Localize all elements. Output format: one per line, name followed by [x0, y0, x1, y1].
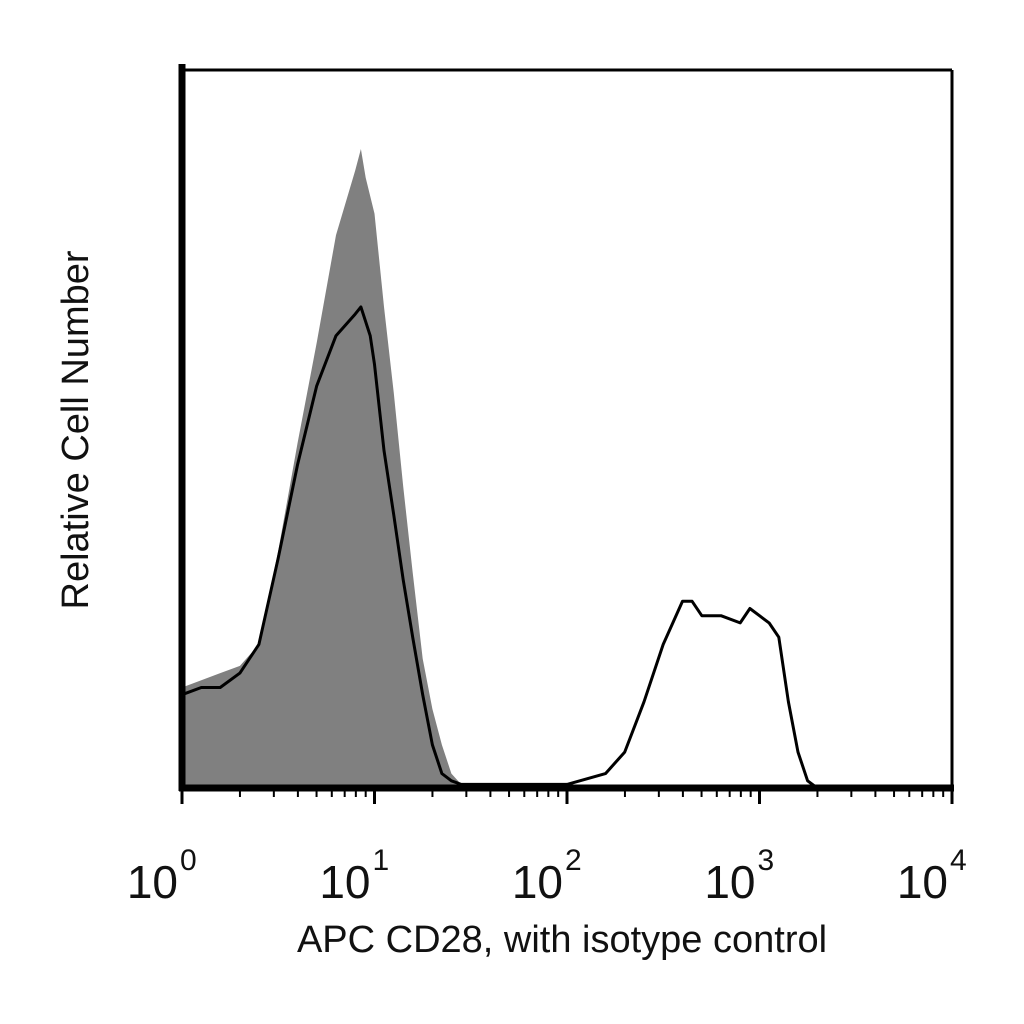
x-tick-label-base: 10	[127, 856, 178, 908]
x-tick-label: 10 0	[127, 844, 197, 908]
series-filled-area	[182, 149, 952, 788]
x-tick-label: 10 2	[512, 844, 582, 908]
series-layer	[181, 149, 952, 790]
x-tick-label-base: 10	[704, 856, 755, 908]
y-axis-label: Relative Cell Number	[55, 250, 97, 609]
x-axis-label: APC CD28, with isotype control	[297, 919, 827, 961]
x-tick-label-exponent: 0	[180, 844, 197, 877]
x-tick-label-exponent: 1	[373, 844, 390, 877]
x-tick-label-base: 10	[897, 856, 948, 908]
x-tick-label-exponent: 2	[565, 844, 582, 877]
x-tick-label-exponent: 3	[758, 844, 775, 877]
series-outline-line	[181, 305, 952, 790]
x-tick-label: 10 4	[897, 844, 967, 908]
x-tick-label: 10 3	[704, 844, 774, 908]
x-axis-tick-labels: 10 0 10 1 10 2 10 3 10 4	[127, 844, 967, 908]
x-tick-label: 10 1	[319, 844, 389, 908]
x-tick-label-base: 10	[319, 856, 370, 908]
x-tick-label-base: 10	[512, 856, 563, 908]
x-axis-ticks	[180, 788, 954, 804]
x-tick-label-exponent: 4	[950, 844, 967, 877]
